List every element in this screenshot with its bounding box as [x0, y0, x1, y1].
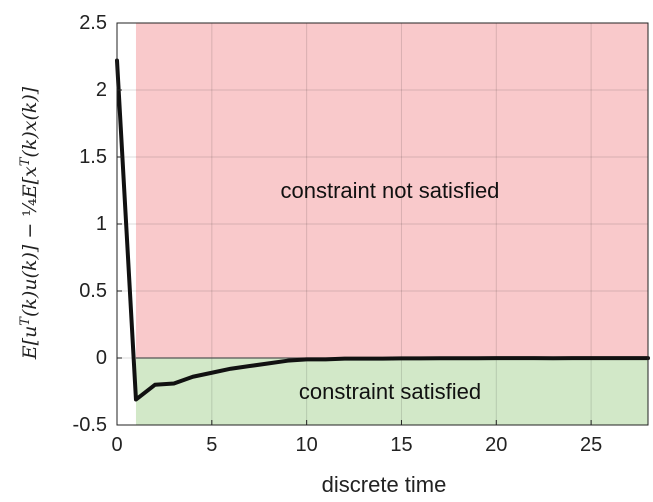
- ylabel-t2: T: [18, 156, 33, 166]
- x-tick-label-0: 0: [111, 434, 122, 456]
- ylabel-end: (k)x(k)]: [19, 86, 41, 157]
- y-axis-label: E[uT(k)u(k)] − ¼E[xT(k)x(k)]: [18, 86, 42, 360]
- axes: [116, 22, 649, 426]
- series-group: [115, 58, 650, 402]
- x-tick-label-1: 5: [206, 434, 217, 456]
- y-tick-label-3: 1: [96, 213, 107, 235]
- regions: [135, 23, 648, 425]
- y-tick-label-4: 1.5: [79, 146, 107, 168]
- ylabel-mid: (k)u(k)] −: [19, 217, 41, 317]
- y-tick-label-0: -0.5: [73, 414, 107, 436]
- region-label-1: constraint satisfied: [299, 379, 481, 404]
- y-tick-label-1: 0: [96, 347, 107, 369]
- y-tick-label-2: 0.5: [79, 280, 107, 302]
- x-tick-label-4: 20: [485, 434, 507, 456]
- ylabel-frac: ¼: [19, 198, 41, 216]
- y-tick-label-6: 2.5: [79, 12, 107, 34]
- tick-labels: 0 5 10 15 20 25-0.500.511.522.5: [73, 12, 603, 456]
- region-label-0: constraint not satisfied: [281, 178, 500, 203]
- series-line-0: [115, 58, 650, 402]
- x-tick-label-5: 25: [580, 434, 602, 456]
- y-tick-label-5: 2: [96, 79, 107, 101]
- ylabel-e2: E[x: [19, 166, 41, 199]
- ylabel-e1: E[u: [19, 326, 41, 361]
- region-labels: constraint not satisfied constraint satis…: [281, 178, 500, 404]
- x-axis-label: discrete time: [322, 472, 447, 497]
- region-0: [135, 23, 648, 358]
- x-tick-label-3: 15: [390, 434, 412, 456]
- x-tick-label-2: 10: [296, 434, 318, 456]
- ylabel-t1: T: [18, 316, 33, 326]
